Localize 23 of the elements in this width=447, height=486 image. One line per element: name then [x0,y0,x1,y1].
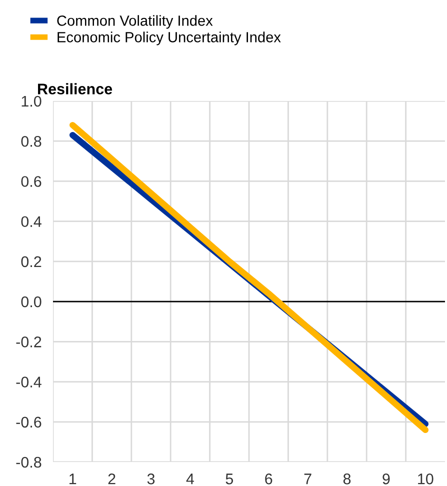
x-tick-label: 8 [343,474,351,484]
y-tick-label: -0.6 [16,416,42,428]
x-tick-label: 9 [382,474,390,484]
x-tick-label: 3 [147,474,155,484]
y-tick-label: 0.6 [21,176,42,187]
y-tick-label: -0.2 [16,336,42,348]
y-tick-label: 0.0 [21,296,42,308]
x-tick-label: 6 [265,474,272,484]
x-tick-label: 4 [186,474,194,484]
x-tick-label: 7 [304,474,312,484]
x-tick-label: 5 [226,474,234,484]
y-tick-label: -0.8 [16,456,42,468]
y-tick-label: 0.2 [21,256,42,268]
chart-title: Resilience [38,83,112,94]
x-tick-label: 1 [70,474,76,484]
y-tick-label: 1.0 [22,96,42,107]
y-tick-label: -0.4 [16,376,42,388]
x-tick-label: 10 [418,474,434,484]
legend-label: Common Volatility Index [57,15,213,29]
x-tick-label: 2 [108,474,116,484]
legend-label: Economic Policy Uncertainty Index [58,32,281,46]
y-tick-label: 0.8 [21,136,42,147]
y-tick-label: 0.4 [21,216,42,228]
